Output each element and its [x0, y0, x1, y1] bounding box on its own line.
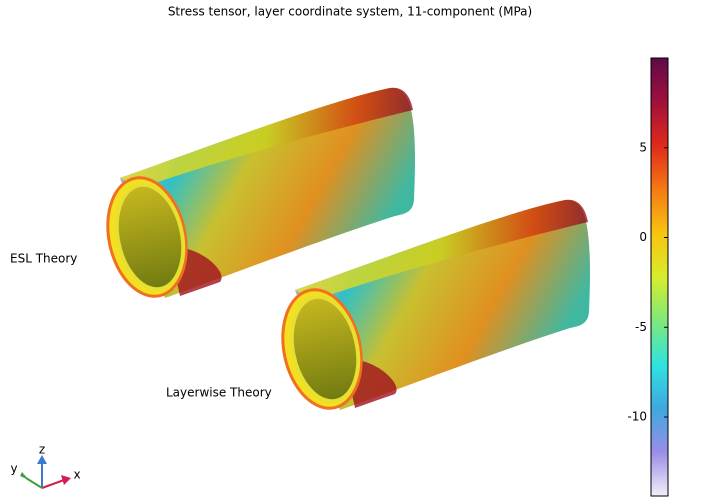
colorbar [651, 58, 668, 496]
tick-label: 5 [639, 140, 647, 154]
annotation: Layerwise Theory [166, 386, 272, 400]
axis-triad: z x y [10, 443, 80, 489]
annotation: ESL Theory [10, 252, 77, 266]
axis-label: y [10, 462, 17, 476]
tick-label: -10 [627, 410, 647, 424]
chart: Stress tensor, layer coordinate system, … [0, 0, 701, 499]
tick-label: -5 [635, 320, 647, 334]
chart-title: Stress tensor, layer coordinate system, … [168, 5, 532, 19]
axis-label: x [73, 468, 80, 482]
tick-label: 0 [639, 230, 647, 244]
axis-label: z [39, 443, 45, 457]
